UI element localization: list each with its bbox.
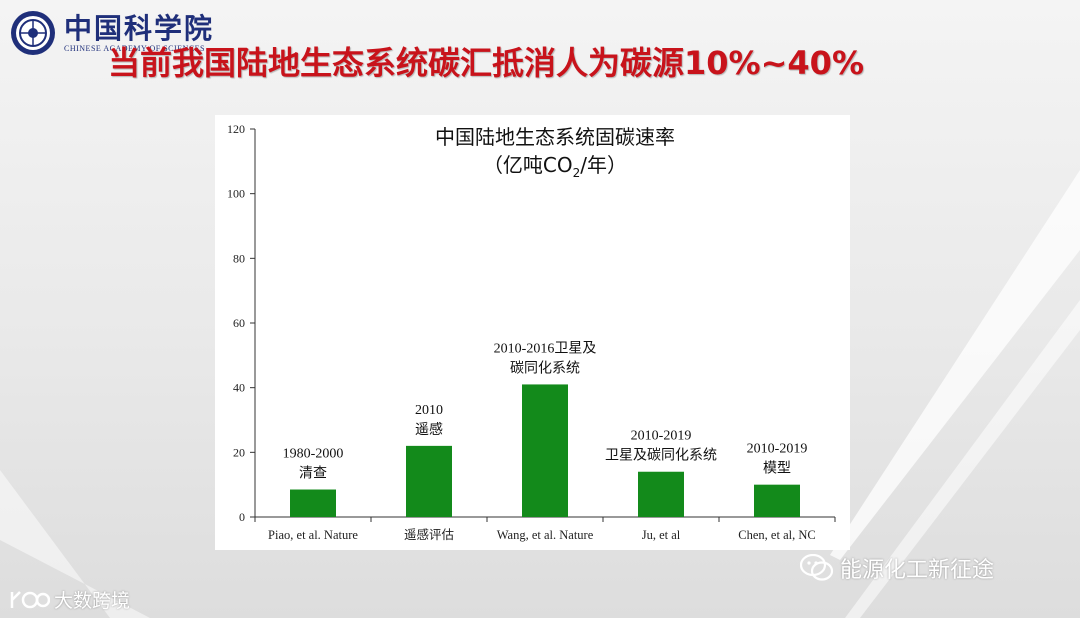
logo-english-name: CHINESE ACADEMY OF SCIENCES	[64, 43, 205, 53]
brand-logo-icon	[10, 590, 50, 608]
data-annotation: 清查	[299, 466, 327, 482]
wechat-watermark: 能源化工新征途	[800, 552, 994, 584]
cas-logo: 中国科学院 CHINESE ACADEMY OF SCIENCES	[10, 10, 214, 56]
chart-unit-suffix: /年）	[580, 153, 628, 177]
data-annotation: 2010-2019	[631, 429, 692, 444]
bar-chart: 0 20 40 60 80 100 120 Piao, et al. Nature 1980-2…	[227, 122, 836, 542]
x-tick-label: Piao, et al. Nature	[268, 528, 358, 542]
data-annotation: 模型	[763, 461, 791, 477]
y-tick-label: 40	[233, 381, 245, 395]
wechat-account-name: 能源化工新征途	[840, 558, 995, 583]
data-annotation: 遥感	[415, 421, 443, 438]
y-tick-label: 60	[233, 316, 245, 330]
logo-chinese-name: 中国科学院	[64, 11, 215, 45]
data-annotation: 2010	[415, 403, 443, 418]
x-tick-label: Wang, et al. Nature	[497, 528, 594, 542]
cas-seal-icon	[11, 11, 55, 55]
bar	[406, 445, 452, 517]
chart-panel: 0 20 40 60 80 100 120 Piao, et al. Nature 1980-2…	[215, 115, 850, 550]
chart-unit: （亿吨CO2/年）	[365, 151, 745, 187]
bar	[522, 384, 568, 517]
chart-unit-prefix: （亿吨CO	[482, 153, 573, 177]
y-tick-label: 120	[227, 122, 245, 136]
x-tick-label: Ju, et al	[642, 528, 681, 542]
chart-unit-subscript: 2	[572, 166, 581, 180]
bar	[754, 484, 800, 517]
data-annotation: 碳同化系统	[510, 360, 580, 376]
x-tick-label: Chen, et al, NC	[738, 528, 815, 542]
brand-watermark: 大数跨境	[8, 586, 130, 613]
brand-name: 大数跨境	[54, 590, 131, 612]
bar	[638, 471, 684, 517]
data-annotation: 1980-2000	[283, 447, 344, 462]
data-annotation: 卫星及碳同化系统	[605, 448, 717, 464]
y-tick-label: 80	[233, 251, 245, 265]
bar	[290, 489, 336, 517]
data-annotation: 2010-2016卫星及	[494, 340, 597, 356]
y-tick-label: 20	[233, 445, 245, 459]
x-tick-label: 遥感评估	[404, 527, 454, 542]
y-tick-label: 0	[239, 510, 245, 524]
slide-title: 当前我国陆地生态系统碳汇抵消人为碳源10%~40%	[108, 44, 865, 82]
y-tick-label: 100	[227, 187, 245, 201]
wechat-icon	[800, 554, 834, 581]
chart-title: 中国陆地生态系统固碳速率	[435, 125, 675, 149]
data-annotation: 2010-2019	[747, 442, 808, 457]
